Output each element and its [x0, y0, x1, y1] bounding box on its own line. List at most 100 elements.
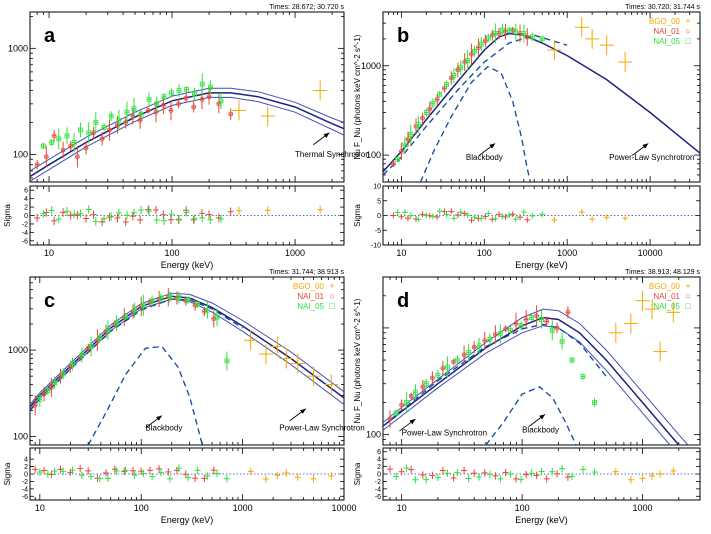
data-point	[451, 67, 457, 84]
residual-point	[444, 469, 451, 477]
data-point	[60, 141, 66, 159]
data-point	[51, 129, 57, 142]
residual-point	[192, 474, 199, 482]
residual-point	[77, 209, 84, 218]
data-point	[476, 38, 481, 57]
data-point	[32, 395, 38, 416]
data-point	[559, 333, 565, 350]
resid-tick-label: -2	[375, 479, 381, 486]
residual-point	[138, 205, 145, 215]
residual-point	[436, 208, 443, 215]
resid-tick-label: 10	[373, 184, 381, 191]
residual-point	[48, 206, 55, 215]
marker-circle	[482, 38, 488, 44]
data-point	[478, 36, 484, 52]
marker-square	[71, 139, 77, 145]
residual-point	[478, 215, 485, 222]
data-point	[149, 295, 155, 307]
x-tick-label: 1000	[285, 248, 305, 258]
series-model_band	[30, 298, 344, 410]
residual-point	[194, 466, 201, 475]
x-tick-label: 10	[44, 248, 54, 258]
marker-circle	[554, 325, 560, 331]
data-point	[105, 320, 111, 340]
data-point	[123, 312, 128, 321]
data-point	[145, 107, 151, 114]
series-model_band	[30, 96, 344, 182]
data-point	[154, 96, 160, 112]
data-point	[176, 99, 181, 109]
marker-square	[185, 297, 191, 303]
marker-square	[88, 344, 94, 349]
residual-point	[454, 212, 461, 219]
residual-point	[443, 211, 450, 218]
marker-square	[466, 349, 472, 355]
marker-square	[199, 81, 205, 87]
residual-point	[499, 213, 506, 220]
legend-marker: □	[685, 301, 691, 311]
residual-point	[390, 212, 397, 219]
data-point	[508, 326, 513, 335]
residual-point	[40, 209, 47, 219]
marker-circle	[115, 122, 120, 128]
residual-point	[114, 213, 121, 223]
marker-square	[167, 294, 173, 300]
data-point	[279, 348, 294, 369]
data-point	[398, 142, 404, 161]
data-point	[448, 71, 454, 85]
residual-point	[476, 473, 483, 481]
data-point	[206, 88, 212, 105]
marker-circle	[83, 145, 89, 151]
panel-b: Times: 30.720; 31.744 s10 100 1000 10000100…	[353, 4, 701, 270]
marker-circle	[34, 162, 40, 168]
marker-square	[49, 139, 55, 145]
marker-square	[458, 65, 464, 71]
residual-point	[101, 214, 108, 223]
residual-point	[168, 209, 175, 219]
data-point	[306, 366, 321, 387]
residual-point	[543, 475, 550, 483]
x-tick-label: 10	[35, 503, 45, 513]
data-point	[554, 322, 560, 334]
residual-point	[495, 211, 502, 218]
legend: BGO_00 + NAI_01 ○ NAI_05 □	[649, 281, 691, 311]
data-point	[445, 356, 450, 378]
resid-tick-label: -6	[375, 494, 381, 501]
marker-square	[56, 136, 62, 142]
residual-point	[591, 468, 598, 476]
data-point	[497, 324, 503, 344]
y-tick-label: 100	[13, 432, 28, 442]
residual-point	[199, 213, 206, 223]
residual-point	[434, 473, 441, 481]
data-point	[191, 101, 197, 113]
resid-tick-label: -6	[22, 494, 28, 501]
data-point	[434, 94, 440, 105]
x-tick-label: 100	[165, 248, 180, 258]
y-tick-label: 1000	[8, 43, 28, 53]
residual-point	[274, 471, 281, 480]
residual-point	[103, 469, 110, 477]
data-point	[56, 128, 62, 150]
data-point	[88, 336, 94, 357]
panel-a: Times: 28.672; 30.720 s 10 100 1000 100 1000 6…	[3, 4, 370, 270]
annotation: Blackbody	[466, 143, 503, 162]
y-axis-label: Nu F_Nu (photons keV cm^-2 s^-1)	[353, 34, 362, 159]
data-point	[138, 109, 144, 119]
y-tick-label: 100	[13, 149, 28, 159]
marker-square	[423, 110, 429, 115]
data-point	[131, 98, 137, 120]
residual-point	[130, 467, 137, 475]
series-component	[485, 386, 577, 445]
marker-circle	[48, 385, 54, 390]
residual-point	[507, 470, 514, 478]
data-point	[290, 353, 305, 374]
data-point	[635, 290, 650, 311]
data-point	[101, 123, 107, 132]
data-point	[195, 300, 201, 309]
marker-circle	[176, 101, 181, 107]
marker-circle	[137, 117, 143, 123]
data-point	[70, 357, 75, 371]
residual-point	[670, 467, 677, 475]
marker-circle	[471, 344, 477, 350]
data-point	[116, 109, 122, 131]
